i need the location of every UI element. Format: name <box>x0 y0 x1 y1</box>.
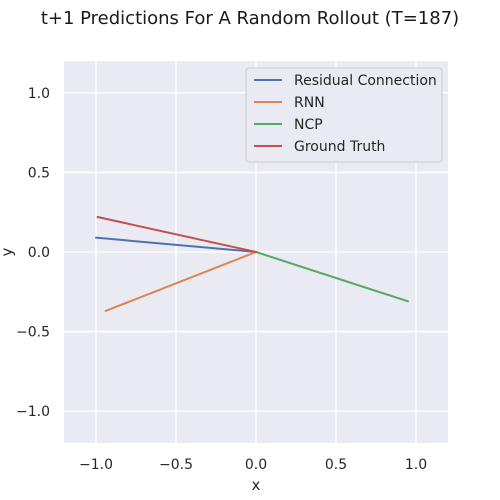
x-tick-label: −1.0 <box>79 457 113 473</box>
y-tick-label: 1.0 <box>28 86 50 102</box>
chart-title: t+1 Predictions For A Random Rollout (T=… <box>41 8 459 29</box>
legend-label-rnn: RNN <box>294 95 325 111</box>
series-line-residual-connection <box>95 236 257 253</box>
legend-label-ground-truth: Ground Truth <box>294 139 385 155</box>
x-axis-label: x <box>252 476 261 494</box>
legend-box <box>245 67 443 163</box>
legend-label-ncp: NCP <box>294 117 323 133</box>
x-tick-label: 0.0 <box>245 457 267 473</box>
y-tick-label: −1.0 <box>16 404 50 420</box>
y-tick-label: −0.5 <box>16 325 50 341</box>
series-line-ground-truth <box>96 215 257 253</box>
y-axis-label: y <box>0 247 16 256</box>
x-tick-label: 0.5 <box>325 457 347 473</box>
y-tick-label: 0.0 <box>28 245 50 261</box>
x-tick-label: 1.0 <box>405 457 427 473</box>
x-tick-label: −0.5 <box>159 457 193 473</box>
series-line-rnn <box>104 251 257 312</box>
legend: Residual Connection RNN NCP Ground Truth <box>245 67 443 163</box>
legend-label-residual-connection: Residual Connection <box>294 73 437 89</box>
y-tick-label: 0.5 <box>28 165 50 181</box>
series-line-ncp <box>255 251 409 303</box>
